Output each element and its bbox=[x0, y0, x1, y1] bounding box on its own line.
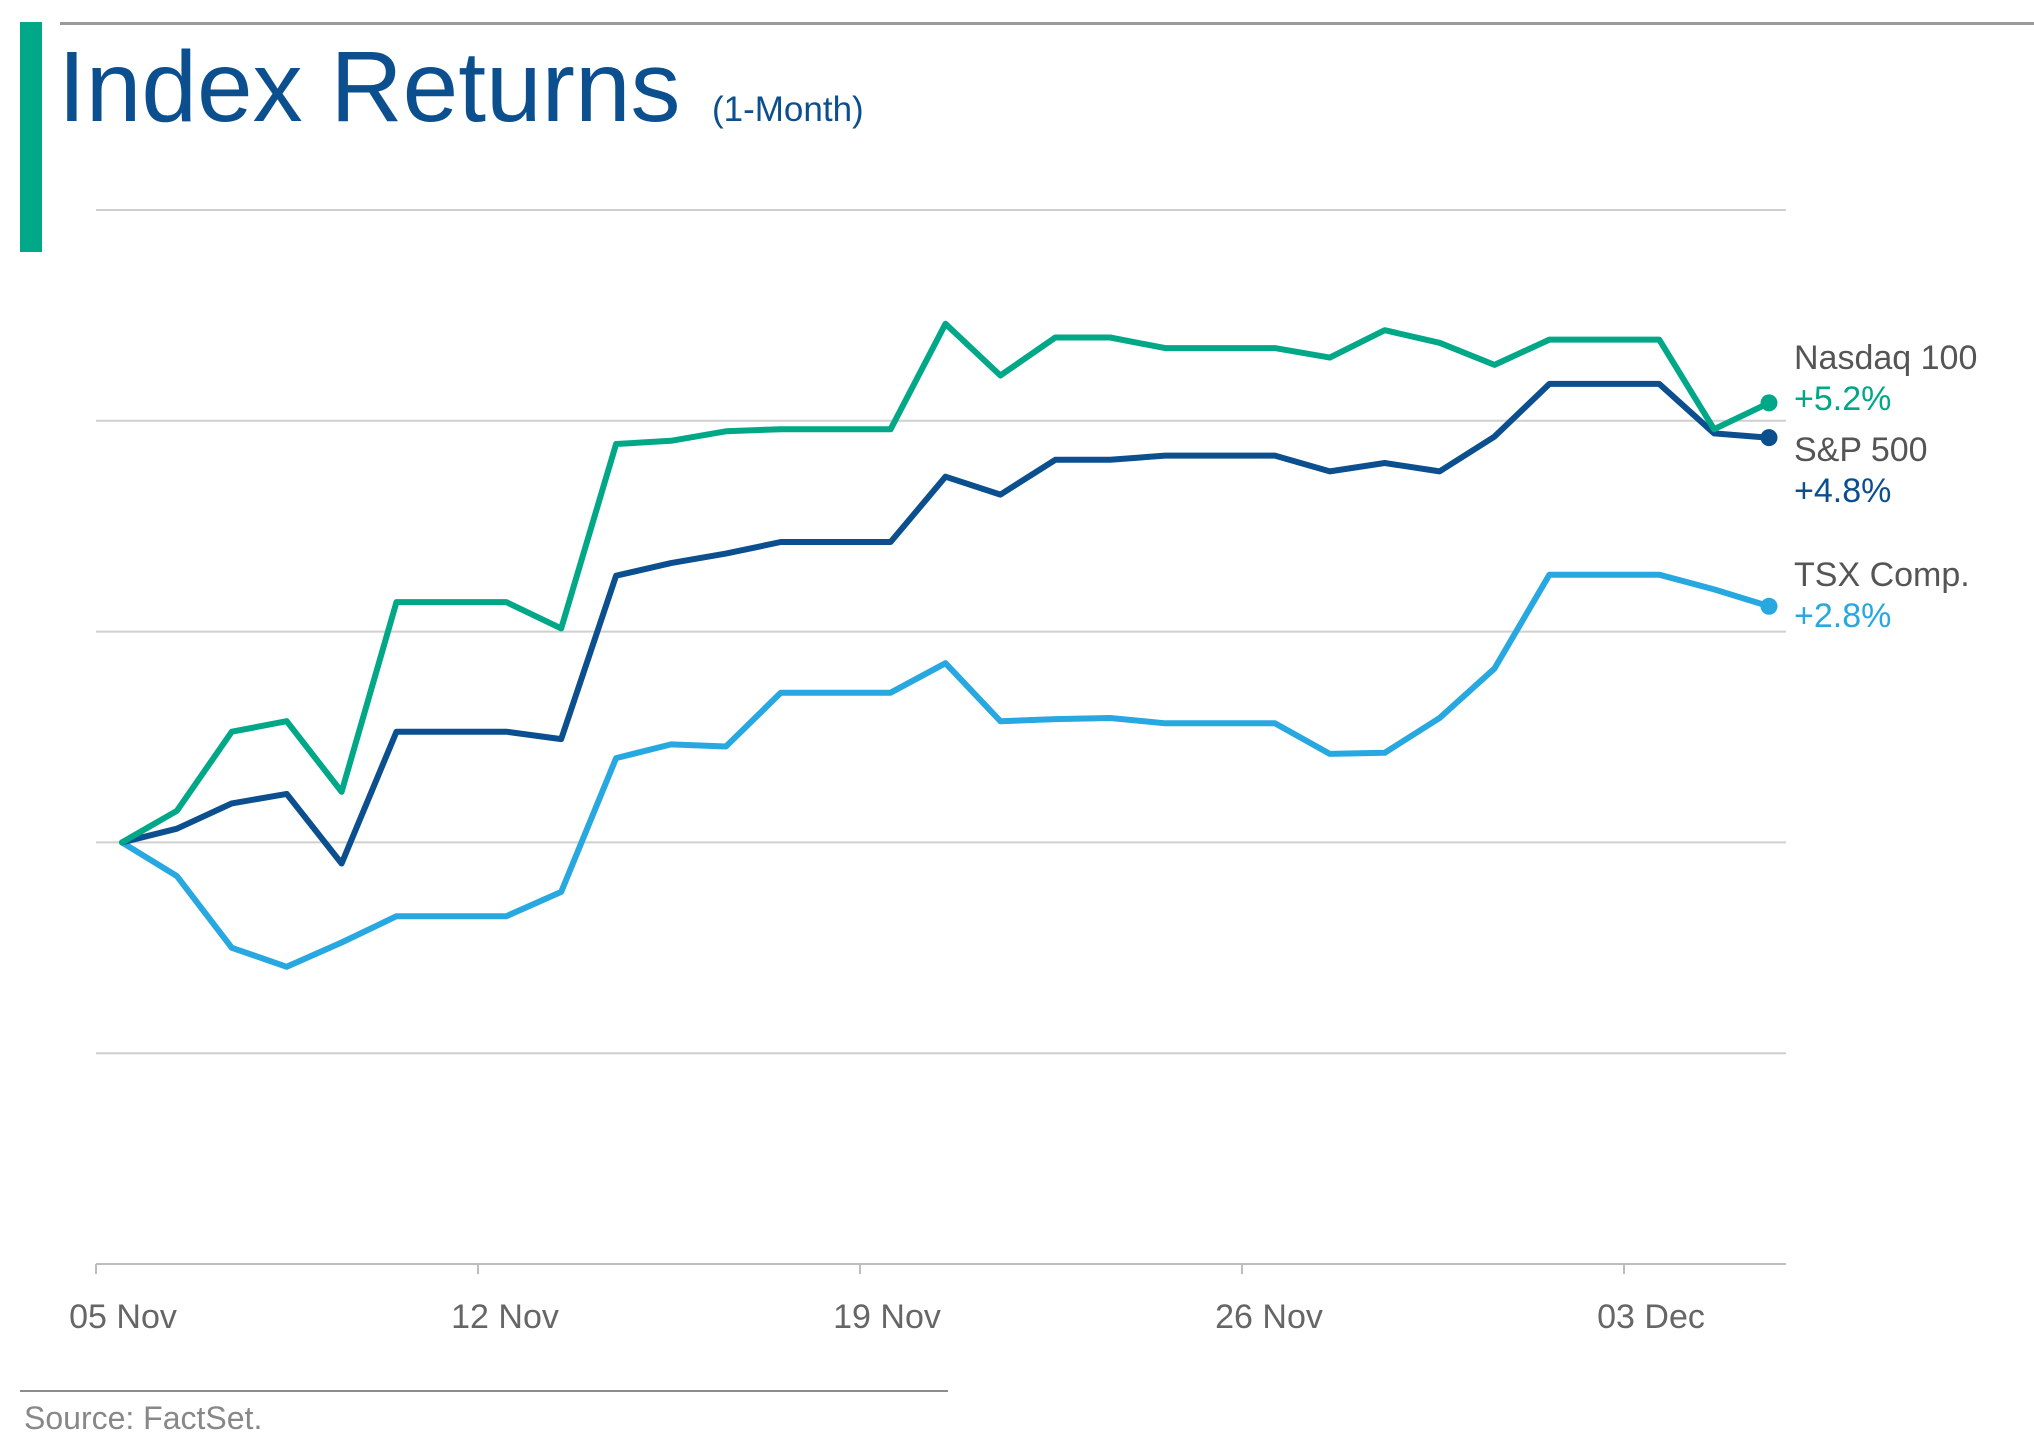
series-value-label: +2.8% bbox=[1794, 597, 1891, 635]
x-tick-label: 05 Nov bbox=[69, 1298, 177, 1336]
series-name-label: TSX Comp. bbox=[1794, 556, 1970, 594]
series-value-label: +5.2% bbox=[1794, 380, 1891, 418]
series-end-point bbox=[1760, 429, 1778, 447]
top-rule bbox=[60, 22, 2034, 25]
series-line bbox=[119, 380, 1772, 867]
series-end-point bbox=[1760, 394, 1778, 412]
series-end-point bbox=[1760, 597, 1778, 615]
series-value-label: +4.8% bbox=[1794, 472, 1891, 510]
x-tick-label: 19 Nov bbox=[833, 1298, 941, 1336]
chart-subtitle: (1-Month) bbox=[712, 90, 864, 129]
title-accent-bar bbox=[20, 22, 42, 252]
series-name-label: S&P 500 bbox=[1794, 431, 1928, 469]
x-tick-label: 26 Nov bbox=[1215, 1298, 1323, 1336]
source-rule bbox=[20, 1390, 948, 1392]
series-lines bbox=[119, 320, 1778, 970]
series-line bbox=[119, 571, 1772, 970]
x-axis: 05 Nov 12 Nov 19 Nov 26 Nov 03 Dec bbox=[69, 1263, 1786, 1336]
series-line bbox=[119, 320, 1772, 846]
x-tick-label: 12 Nov bbox=[451, 1298, 559, 1336]
x-tick-label: 03 Dec bbox=[1597, 1298, 1705, 1336]
series-labels: Nasdaq 100+5.2% S&P 500+4.8% TSX Comp.+2.8… bbox=[1794, 339, 1977, 635]
chart-title: Index Returns bbox=[58, 31, 681, 143]
gridlines bbox=[96, 209, 1786, 1055]
series-name-label: Nasdaq 100 bbox=[1794, 339, 1977, 377]
source-note: Source: FactSet. bbox=[24, 1400, 263, 1436]
